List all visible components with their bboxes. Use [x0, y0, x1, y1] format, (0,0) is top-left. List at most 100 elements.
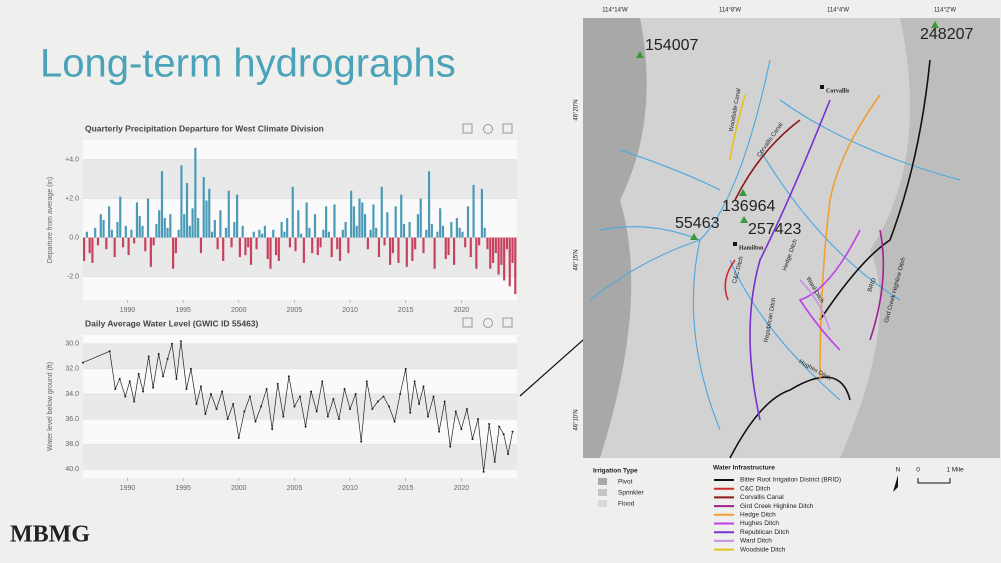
point: [185, 387, 188, 390]
bar: [297, 210, 300, 238]
point: [488, 423, 491, 426]
bar: [144, 237, 147, 252]
point: [332, 397, 335, 400]
station-label: 55463: [675, 215, 720, 232]
x-tick-label: 2000: [231, 485, 247, 492]
ditch: [729, 59, 931, 459]
bar: [433, 237, 436, 269]
bar: [358, 198, 361, 238]
point: [282, 415, 285, 418]
stream: [619, 149, 721, 191]
bar: [322, 229, 325, 238]
bar: [155, 223, 158, 238]
point: [124, 395, 127, 398]
bar: [113, 237, 116, 258]
point: [287, 375, 290, 378]
point: [376, 400, 379, 403]
point: [232, 402, 235, 405]
point: [254, 420, 257, 423]
y-tick-label: 30.0: [65, 341, 79, 348]
bar: [88, 237, 91, 254]
y-tick-label: 0.0: [69, 234, 79, 241]
y-tick-label: 38.0: [65, 441, 79, 448]
point: [443, 400, 446, 403]
station-marker: [931, 21, 939, 28]
bar: [466, 206, 470, 238]
point: [365, 380, 368, 383]
point: [498, 425, 501, 428]
point: [248, 395, 251, 398]
save-icon[interactable]: [462, 317, 473, 328]
point: [310, 390, 313, 393]
bar: [280, 221, 283, 238]
station-marker: [636, 51, 644, 58]
point: [393, 420, 396, 423]
bar: [402, 223, 406, 238]
bar: [252, 231, 255, 238]
legend-label: Bitter Root Irrigation District (BRID): [740, 477, 841, 484]
reset-icon[interactable]: [483, 124, 493, 134]
bar: [108, 206, 111, 238]
bar: [480, 188, 484, 238]
point: [349, 408, 352, 411]
bar: [414, 237, 417, 250]
bar: [400, 194, 403, 238]
point: [413, 380, 416, 383]
station-marker: [740, 216, 748, 223]
bar: [121, 237, 125, 248]
menu-icon[interactable]: [502, 317, 513, 328]
point: [147, 355, 150, 358]
y-tick-label: 40.0: [65, 466, 79, 473]
bar: [344, 221, 347, 238]
menu-icon[interactable]: [502, 123, 513, 134]
bar: [489, 237, 492, 269]
bar: [158, 210, 161, 238]
legend-label: Ward Ditch: [740, 538, 772, 545]
point: [482, 470, 485, 473]
bar: [286, 218, 289, 238]
bar: [255, 237, 258, 250]
bar: [94, 227, 97, 238]
bar: [425, 229, 428, 238]
save-icon[interactable]: [462, 123, 473, 134]
y-tick-label: 36.0: [65, 416, 79, 423]
legend-swatch: [598, 478, 607, 485]
grid-band: [83, 237, 517, 277]
bar: [274, 237, 278, 256]
point: [432, 395, 435, 398]
map-latitude: 46°10'N: [574, 409, 580, 430]
station-marker: [739, 189, 747, 196]
x-tick-label: 2020: [454, 485, 470, 492]
ditch-label: BRID: [867, 277, 878, 293]
chart-title: Daily Average Water Level (GWIC ID 55463…: [85, 318, 259, 328]
ditch: [729, 94, 746, 161]
point: [371, 408, 374, 411]
grid-band: [83, 343, 517, 369]
reset-icon[interactable]: [483, 318, 493, 328]
bar: [172, 237, 175, 269]
bar: [149, 237, 152, 267]
bar: [294, 237, 297, 252]
ditch: [798, 229, 861, 351]
point: [477, 418, 480, 421]
chart-title: Quarterly Precipitation Departure for We…: [85, 123, 324, 133]
point: [215, 408, 218, 411]
bar: [311, 237, 314, 254]
x-tick-label: 1990: [120, 485, 136, 492]
bar: [174, 237, 177, 254]
bar: [469, 237, 472, 258]
bar: [238, 237, 241, 258]
bar: [210, 231, 214, 238]
bar: [447, 237, 450, 256]
x-tick-label: 1995: [175, 307, 191, 314]
bar: [397, 237, 400, 263]
x-tick-label: 1990: [120, 307, 136, 314]
place-marker: [733, 242, 737, 246]
bar: [486, 237, 489, 250]
bar: [366, 237, 369, 250]
point: [271, 428, 274, 431]
x-tick-label: 2005: [287, 307, 303, 314]
point: [260, 405, 263, 408]
bar: [455, 218, 458, 238]
x-tick-label: 2000: [231, 307, 247, 314]
